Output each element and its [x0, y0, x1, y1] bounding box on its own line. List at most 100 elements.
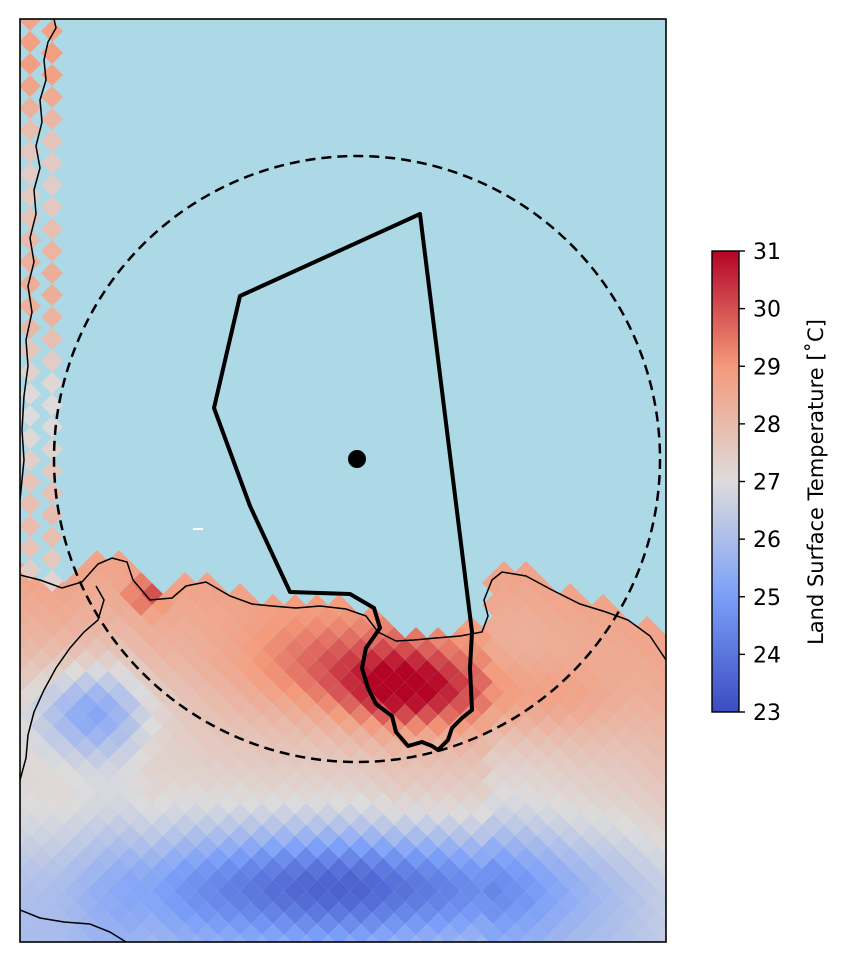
temperature-cell	[607, 935, 621, 942]
temperature-cell	[658, 751, 666, 767]
temperature-cell	[614, 946, 636, 964]
temperature-cell	[647, 759, 666, 781]
temperature-cell	[647, 693, 666, 715]
temperature-cell	[658, 707, 666, 723]
temperature-cell	[328, 924, 350, 942]
temperature-cell	[460, 946, 482, 964]
temperature-cell	[669, 737, 691, 759]
temperature-cell	[20, 649, 31, 671]
temperature-cell	[262, 946, 284, 964]
temperature-cell	[658, 795, 666, 811]
temperature-cell	[394, 946, 416, 964]
temperature-cell	[20, 339, 41, 361]
temperature-cell	[20, 207, 41, 229]
temperature-cell	[20, 913, 31, 935]
temperature-cell	[585, 935, 599, 942]
temperature-cell	[658, 905, 666, 921]
temperature-cell	[64, 924, 86, 942]
colorbar-gradient	[711, 250, 740, 713]
temperature-cell	[41, 108, 63, 130]
temperature-cell	[41, 86, 63, 108]
colorbar-tick-label: 23	[753, 701, 781, 726]
temperature-cell	[570, 924, 592, 942]
temperature-cell	[669, 913, 691, 935]
temperature-cell	[41, 372, 63, 394]
temperature-cell	[41, 284, 63, 306]
temperature-cell	[20, 583, 31, 605]
temperature-cell	[647, 913, 666, 935]
temperature-cell	[284, 924, 306, 942]
temperature-cell	[453, 935, 467, 942]
temperature-cell	[570, 946, 592, 964]
temperature-cell	[123, 935, 137, 942]
temperature-cell	[255, 935, 269, 942]
temperature-cell	[647, 627, 666, 649]
temperature-cell	[20, 847, 31, 869]
temperature-cell	[647, 649, 666, 671]
temperature-cell	[196, 924, 218, 942]
temperature-cell	[20, 31, 41, 53]
temperature-cell	[20, 924, 42, 942]
colorbar-ticks: 23 24 25 26 27 28 29 30 31	[739, 240, 781, 726]
temperature-cell	[658, 729, 666, 745]
temperature-cell	[20, 97, 41, 119]
temperature-cell	[460, 924, 482, 942]
temperature-cell	[196, 946, 218, 964]
temperature-cell	[658, 663, 666, 679]
temperature-cell	[658, 839, 666, 855]
temperature-cell	[41, 526, 63, 548]
temperature-cell	[20, 185, 41, 207]
temperature-cell	[321, 935, 335, 942]
temperature-cell	[651, 935, 665, 942]
temperature-cell	[20, 53, 41, 75]
temperature-cell	[647, 781, 666, 803]
temperature-cell	[592, 946, 614, 964]
temperature-cell	[218, 946, 240, 964]
temperature-cell	[350, 946, 372, 964]
temperature-cell	[365, 935, 379, 942]
temperature-cell	[42, 946, 64, 964]
temperature-cell	[20, 935, 27, 942]
temperature-cell	[108, 924, 130, 942]
temperature-cell	[35, 935, 49, 942]
domain-outline-polygon	[212, 212, 474, 752]
colorbar-tick-label: 27	[753, 471, 781, 496]
temperature-cell	[130, 946, 152, 964]
temperature-cell	[41, 240, 63, 262]
temperature-cell	[669, 759, 691, 781]
temperature-cell	[20, 163, 41, 185]
temperature-cell	[152, 946, 174, 964]
temperature-cell	[41, 152, 63, 174]
temperature-cell	[20, 119, 41, 141]
temperature-cell	[240, 924, 262, 942]
temperature-cell	[20, 515, 41, 537]
temperature-cell	[350, 924, 372, 942]
temperature-cell	[669, 693, 691, 715]
temperature-cell	[41, 218, 63, 240]
temperature-cell	[218, 924, 240, 942]
temperature-cell	[41, 482, 63, 504]
temperature-cell	[658, 861, 666, 877]
temperature-cell	[20, 605, 31, 627]
temperature-cell	[438, 946, 460, 964]
temperature-cell	[277, 935, 291, 942]
temperature-cell	[211, 935, 225, 942]
temperature-cell	[372, 924, 394, 942]
coastline-southwest	[20, 585, 105, 781]
temperature-cell	[167, 935, 181, 942]
temperature-cell	[658, 685, 666, 701]
temperature-cell	[526, 924, 548, 942]
colorbar-tick-label: 28	[753, 413, 781, 438]
temperature-cell	[519, 935, 533, 942]
temperature-cell	[658, 817, 666, 833]
temperature-cell	[20, 869, 31, 891]
map-frame	[19, 18, 667, 943]
colorbar-label: Land Surface Temperature [˚C]	[804, 319, 828, 645]
temperature-cell	[20, 19, 41, 31]
temperature-cell	[86, 946, 108, 964]
temperature-cell	[647, 869, 666, 891]
temperature-cell	[20, 537, 41, 559]
temperature-cell	[152, 924, 174, 942]
temperature-cell	[20, 405, 41, 427]
